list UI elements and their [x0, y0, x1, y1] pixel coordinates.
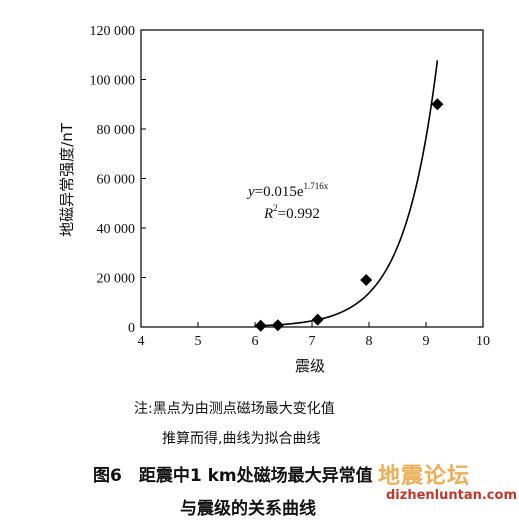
x-axis-label: 震级 — [295, 357, 325, 375]
x-tick-label: 5 — [195, 334, 202, 349]
axes — [140, 29, 484, 328]
data-point — [271, 319, 284, 332]
note-line-2: 推算而得,曲线为拟合曲线 — [162, 431, 321, 447]
equation-y-var: y — [246, 184, 255, 200]
watermark: 地震论坛 dizhenluntan.com — [378, 458, 517, 514]
x-tick-label: 8 — [366, 334, 373, 349]
x-tick-label: 10 — [476, 334, 490, 349]
r-sup: 2 — [273, 203, 278, 213]
fit-curve — [257, 60, 439, 327]
ticks: 4 5 6 7 8 9 10 0 20 000 40 000 60 000 80 000 100 000… — [90, 24, 491, 349]
data-point — [360, 273, 373, 286]
y-tick-label: 20 000 — [97, 272, 136, 287]
equation-exponent: 1.716x — [304, 181, 329, 191]
r-value: =0.992 — [278, 206, 320, 222]
data-point — [431, 98, 444, 111]
y-tick-label: 0 — [128, 321, 135, 336]
data-point — [311, 313, 324, 326]
note-line-1: 注:黑点为由测点磁场最大变化值 — [134, 401, 335, 417]
figure-caption-line-2: 与震级的关系曲线 — [180, 499, 316, 519]
y-tick-label: 120 000 — [90, 24, 136, 39]
x-tick-label: 9 — [423, 334, 430, 349]
r-squared: R2=0.992 — [263, 203, 320, 222]
equation-rhs: =0.015e — [255, 184, 304, 200]
fit-equation: y=0.015e1.716x — [246, 181, 329, 200]
y-tick-label: 60 000 — [97, 173, 136, 188]
y-tick-label: 100 000 — [90, 74, 136, 89]
x-tick-label: 7 — [309, 334, 316, 349]
x-tick-label: 6 — [252, 334, 259, 349]
figure-caption-line-1: 图6 距震中1 km处磁场最大异常值 — [93, 466, 373, 486]
watermark-url: dizhenluntan.com — [386, 488, 517, 503]
chart: 4 5 6 7 8 9 10 0 20 000 40 000 60 000 80 000 100 000… — [58, 24, 491, 375]
data-markers — [254, 98, 444, 332]
y-tick-label: 40 000 — [97, 222, 136, 237]
y-axis-label: 地磁异常强度/nT — [58, 122, 76, 237]
data-point — [254, 319, 267, 332]
x-tick-label: 4 — [138, 334, 145, 349]
r-var: R — [263, 206, 273, 222]
y-tick-label: 80 000 — [97, 123, 136, 138]
plot-frame — [140, 29, 484, 328]
watermark-logo: 地震论坛 — [378, 463, 471, 489]
